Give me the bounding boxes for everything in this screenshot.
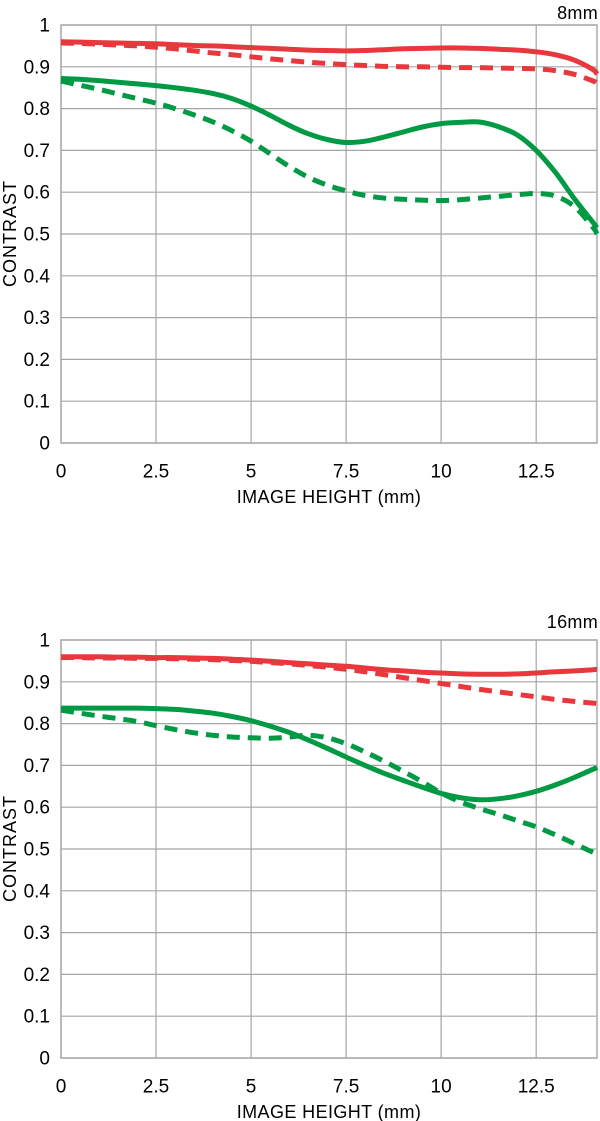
red-dashed-curve bbox=[60, 40, 599, 86]
curves bbox=[60, 39, 600, 236]
green-dashed-curve bbox=[60, 707, 598, 856]
x-axis-title: IMAGE HEIGHT (mm) bbox=[236, 1102, 422, 1121]
y-tick-label: 0.9 bbox=[24, 57, 50, 78]
y-tick-label: 0.6 bbox=[24, 183, 50, 204]
y-tick-label: 0.2 bbox=[24, 965, 50, 986]
red-dashed-curve bbox=[60, 655, 598, 706]
x-tick-label: 7.5 bbox=[333, 462, 359, 483]
y-tick-label: 0 bbox=[39, 1049, 50, 1070]
plot-border bbox=[60, 639, 598, 1059]
y-tick-label: 0.5 bbox=[24, 840, 50, 861]
y-tick-label: 0.8 bbox=[24, 714, 50, 735]
x-tick-label: 10 bbox=[431, 1077, 452, 1098]
x-tick-label: 12.5 bbox=[518, 1077, 555, 1098]
focal-length-label: 8mm bbox=[557, 3, 598, 23]
red-solid-curve bbox=[60, 39, 600, 76]
y-tick-label: 0.1 bbox=[24, 1007, 50, 1028]
y-tick-label: 0 bbox=[39, 434, 50, 455]
x-tick-label: 10 bbox=[431, 462, 452, 483]
y-tick-label: 0.3 bbox=[24, 923, 50, 944]
y-tick-label: 0.7 bbox=[24, 141, 50, 162]
y-tick-label: 0.1 bbox=[24, 392, 50, 413]
y-tick-label: 1 bbox=[39, 631, 50, 652]
y-tick-label: 0.5 bbox=[24, 225, 50, 246]
x-axis-title: IMAGE HEIGHT (mm) bbox=[236, 487, 422, 507]
y-tick-label: 0.8 bbox=[24, 99, 50, 120]
y-tick-label: 0.7 bbox=[24, 756, 50, 777]
x-tick-label: 0 bbox=[56, 1077, 67, 1098]
plot-area-16mm: 1 0.9 0.8 0.7 0.6 0.5 0.4 0.3 0.2 0.1 00 2.5 5 7.5 10 1… bbox=[24, 631, 599, 1098]
mtf-chart-16mm: 1 0.9 0.8 0.7 0.6 0.5 0.4 0.3 0.2 0.1 0 0 2.5 5 7.5 10 1… bbox=[0, 600, 600, 1121]
x-tick-label: 2.5 bbox=[143, 462, 169, 483]
y-tick-label: 1 bbox=[39, 16, 50, 37]
x-tick-label: 5 bbox=[246, 462, 257, 483]
mtf-chart-8mm: 1 0.9 0.8 0.7 0.6 0.5 0.4 0.3 0.2 0.1 0 0 2.5 5 7.5 10 1… bbox=[0, 3, 600, 507]
y-tick-label: 0.4 bbox=[24, 266, 51, 287]
x-tick-label: 12.5 bbox=[518, 462, 555, 483]
y-tick-label: 0.9 bbox=[24, 672, 50, 693]
x-tick-label: 7.5 bbox=[333, 1077, 359, 1098]
green-solid-curve bbox=[61, 705, 599, 803]
y-tick-label: 0.3 bbox=[24, 308, 50, 329]
y-axis-title: CONTRAST bbox=[0, 795, 20, 903]
grid-lines bbox=[60, 24, 597, 444]
x-tick-label: 0 bbox=[56, 462, 67, 483]
grid-lines bbox=[60, 639, 597, 1059]
x-tick-label: 2.5 bbox=[143, 1077, 169, 1098]
y-tick-label: 0.6 bbox=[24, 798, 50, 819]
y-tick-label: 0.2 bbox=[24, 350, 50, 371]
plot-area-8mm: 1 0.9 0.8 0.7 0.6 0.5 0.4 0.3 0.2 0.1 00 2.5 5 7.5 10 1… bbox=[24, 16, 600, 483]
curves bbox=[60, 654, 599, 856]
y-tick-label: 0.4 bbox=[24, 881, 51, 902]
green-dashed-curve bbox=[60, 78, 600, 236]
focal-length-label: 16mm bbox=[546, 612, 598, 632]
y-axis-title: CONTRAST bbox=[0, 180, 20, 288]
x-tick-label: 5 bbox=[246, 1077, 257, 1098]
red-solid-curve bbox=[61, 654, 598, 677]
green-solid-curve bbox=[60, 76, 600, 230]
